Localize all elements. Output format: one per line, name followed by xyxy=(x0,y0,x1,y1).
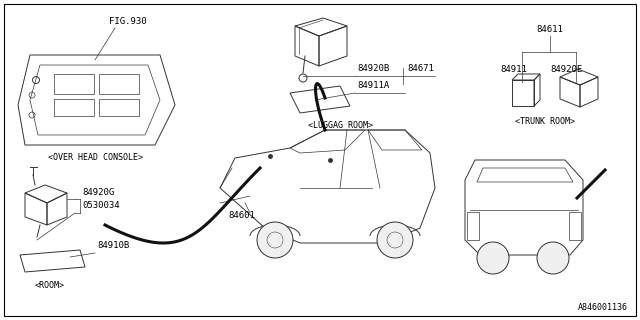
Text: 84611: 84611 xyxy=(536,26,563,35)
Text: 0530034: 0530034 xyxy=(82,201,120,210)
Text: 84920B: 84920B xyxy=(357,64,389,73)
Text: 84920G: 84920G xyxy=(82,188,115,197)
Bar xyxy=(467,212,479,240)
Circle shape xyxy=(477,242,509,274)
Text: 84911: 84911 xyxy=(500,66,527,75)
Text: FIG.930: FIG.930 xyxy=(109,18,147,27)
Text: 84671: 84671 xyxy=(407,64,434,73)
Bar xyxy=(569,212,581,240)
Text: A846001136: A846001136 xyxy=(578,303,628,312)
Circle shape xyxy=(537,242,569,274)
Text: 84910B: 84910B xyxy=(97,241,129,250)
Bar xyxy=(512,80,534,106)
Circle shape xyxy=(257,222,293,258)
Circle shape xyxy=(377,222,413,258)
Text: <OVER HEAD CONSOLE>: <OVER HEAD CONSOLE> xyxy=(47,154,143,163)
Text: <TRUNK ROOM>: <TRUNK ROOM> xyxy=(515,117,575,126)
Text: 84911A: 84911A xyxy=(357,81,389,90)
Text: <LUGGAG ROOM>: <LUGGAG ROOM> xyxy=(307,122,372,131)
Text: 84920E: 84920E xyxy=(550,66,582,75)
Text: 84601: 84601 xyxy=(228,212,255,220)
Text: <ROOM>: <ROOM> xyxy=(35,281,65,290)
